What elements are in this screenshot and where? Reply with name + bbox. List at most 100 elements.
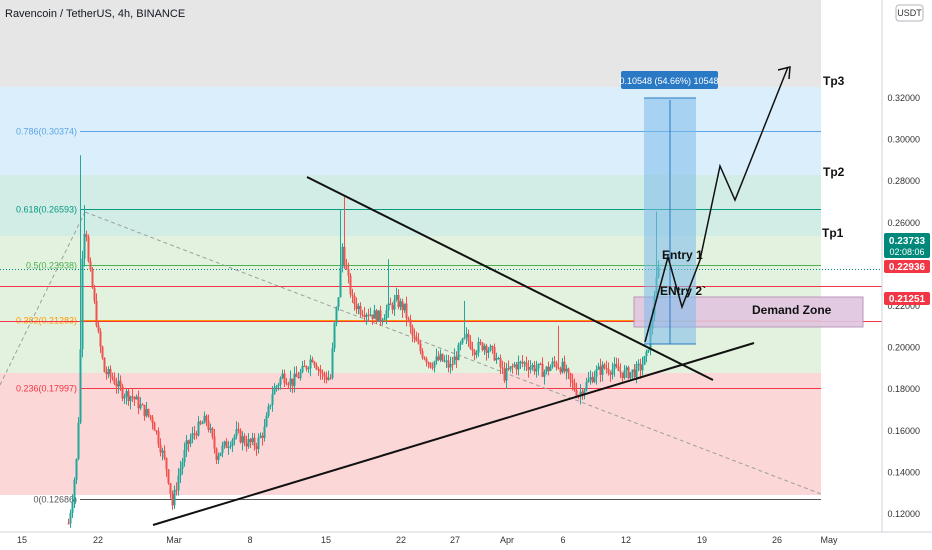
candle-body [613, 364, 616, 370]
hline-tag-1-label: 0.22936 [889, 262, 926, 273]
candle-body [505, 368, 508, 381]
candle-body [607, 368, 610, 373]
candle-body [355, 303, 358, 310]
candle-body [199, 421, 202, 424]
candle-body [159, 444, 162, 453]
candle-body [171, 493, 174, 506]
x-tick-12: May [820, 535, 838, 545]
candle-body [101, 346, 104, 358]
time-axis[interactable]: 15 22 Mar 8 15 22 27 Apr 6 12 19 26 May [0, 531, 932, 545]
candle-body [285, 383, 288, 385]
x-tick-6: 27 [450, 535, 460, 545]
candle-body [269, 404, 272, 407]
y-tick-6: 0.20000 [887, 343, 920, 353]
x-tick-0: 15 [17, 535, 27, 545]
candle-body [451, 364, 454, 366]
candle-body [177, 475, 180, 491]
candle-body [385, 310, 388, 319]
candle-body [119, 380, 122, 387]
candle-body [253, 437, 256, 446]
y-tick-5: 0.22000 [887, 301, 920, 311]
candle-body [275, 386, 278, 388]
candle-body [579, 391, 582, 397]
candle-body [407, 318, 410, 320]
candle-body [643, 356, 646, 365]
candle-body [491, 346, 494, 348]
candle-body [337, 297, 340, 307]
candle-body [559, 368, 562, 373]
candle-body [583, 389, 586, 396]
candles [67, 155, 660, 528]
trendline-lower[interactable] [152, 342, 755, 526]
candle-body [195, 433, 198, 436]
candle-body [545, 366, 548, 372]
x-tick-8: 6 [560, 535, 565, 545]
candle-body [299, 372, 302, 379]
candle-body [97, 325, 100, 332]
candle-body [167, 469, 170, 484]
candle-body [121, 386, 124, 399]
y-tick-7: 0.18000 [887, 384, 920, 394]
candle-body [255, 445, 258, 450]
candle-body [513, 364, 516, 367]
candle-body [211, 428, 214, 437]
candle-body [517, 361, 520, 370]
candle-body [601, 364, 604, 375]
fib-label-3: 0.382(0.21283) [16, 316, 77, 326]
current-price-tag: 0.23733 02:08:06 [884, 233, 930, 258]
candle-body [251, 437, 254, 443]
candle-body [79, 349, 82, 423]
zone-teal [0, 175, 821, 236]
candle-body [389, 303, 392, 306]
hline-tag-2-bg [884, 292, 930, 305]
candle-body [305, 366, 308, 369]
candle-body [431, 367, 434, 369]
measure-label: 0.10548 (54.66%) 10548 [619, 76, 718, 86]
candle-body [157, 431, 160, 445]
x-tick-2: Mar [166, 535, 182, 545]
candle-body [463, 337, 466, 339]
candle-body [169, 483, 172, 494]
candle-body [105, 372, 108, 375]
candle-body [93, 287, 96, 301]
projection-path[interactable] [644, 66, 789, 343]
candle-body [245, 443, 248, 447]
candle-body [477, 342, 480, 353]
candle-body [321, 372, 324, 374]
candle-body [77, 422, 80, 460]
measure-label-bg [621, 71, 718, 89]
candle-body [641, 364, 644, 371]
candle-body [561, 361, 564, 373]
candle-body [571, 379, 574, 383]
candle-body [619, 371, 622, 373]
candle-body [343, 246, 346, 266]
candle-body [125, 391, 128, 397]
trendline-upper[interactable] [306, 176, 714, 381]
y-tick-0: 0.32000 [887, 93, 920, 103]
candle-body [259, 435, 262, 438]
candle-body [73, 479, 76, 502]
candle-body [585, 382, 588, 390]
chart-title: Ravencoin / TetherUS, 4h, BINANCE [5, 8, 185, 20]
candle-body [501, 367, 504, 369]
candle-body [127, 391, 130, 402]
candle-body [231, 440, 234, 447]
candle-body [319, 369, 322, 373]
candle-body [533, 365, 536, 372]
candle-body [587, 379, 590, 383]
candle-body [235, 429, 238, 437]
candle-body [85, 234, 88, 237]
candle-body [287, 384, 290, 386]
candle-body [427, 362, 430, 364]
x-tick-1: 22 [93, 535, 103, 545]
usdt-badge[interactable]: USDT [895, 4, 924, 22]
candle-body [621, 372, 624, 379]
countdown-value: 02:08:06 [889, 247, 924, 257]
candle-body [519, 361, 522, 363]
candle-body [479, 342, 482, 344]
candle-body [295, 373, 298, 377]
candle-body [87, 236, 90, 262]
x-tick-4: 15 [321, 535, 331, 545]
candle-body [341, 246, 344, 268]
